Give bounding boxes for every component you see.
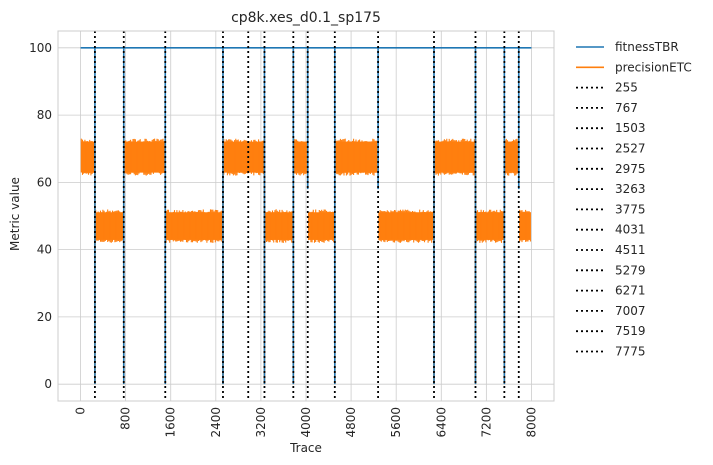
plot-frame xyxy=(57,30,555,402)
y-tick-label: 0 xyxy=(44,377,52,391)
legend-label: 2527 xyxy=(615,142,646,156)
x-tick-label: 8000 xyxy=(524,407,538,438)
precision-noise xyxy=(264,209,293,243)
plot-area xyxy=(80,47,532,385)
precision-noise xyxy=(165,209,222,243)
legend-label: fitnessTBR xyxy=(615,40,679,54)
legend-label: 5279 xyxy=(615,263,646,277)
x-tick-label: 6400 xyxy=(434,407,448,438)
y-tick-label: 60 xyxy=(37,175,52,189)
legend-label: 6271 xyxy=(615,284,646,298)
legend-label: 255 xyxy=(615,81,638,95)
y-axis-label: Metric value xyxy=(8,177,22,251)
legend: fitnessTBR precisionETC 255 767 1503 2527 2975… xyxy=(576,40,692,359)
x-tick-label: 2400 xyxy=(209,407,223,438)
legend-label: 4031 xyxy=(615,223,646,237)
x-tick-label: 5600 xyxy=(389,407,403,438)
x-tick-label: 4000 xyxy=(299,407,313,438)
legend-label: 3263 xyxy=(615,182,646,196)
precision-noise xyxy=(475,209,504,243)
legend-label: 3775 xyxy=(615,202,646,216)
y-tick-label: 100 xyxy=(29,41,52,55)
legend-label: 7519 xyxy=(615,324,646,338)
x-tick-label: 3200 xyxy=(254,407,268,438)
x-tick-label: 7200 xyxy=(479,407,493,438)
legend-label: 2975 xyxy=(615,162,646,176)
precision-noise xyxy=(519,209,531,243)
legend-label: 767 xyxy=(615,101,638,115)
precision-noise xyxy=(335,138,377,176)
legend-label: 7007 xyxy=(615,304,646,318)
x-tick-label: 0 xyxy=(74,407,88,415)
axes: 0 20 40 60 80 100 0 800 1600 2400 3200 4000 4800 5600… xyxy=(29,30,555,438)
legend-label: precisionETC xyxy=(615,60,692,74)
y-tick-label: 40 xyxy=(37,243,52,257)
x-tick-label: 800 xyxy=(119,407,133,430)
y-tick-label: 80 xyxy=(37,108,52,122)
precision-noise xyxy=(95,209,123,243)
x-axis-label: Trace xyxy=(289,441,322,455)
precision-noise xyxy=(80,138,94,176)
x-tick-label: 1600 xyxy=(164,407,178,438)
x-tick-label: 4800 xyxy=(344,407,358,438)
legend-label: 4511 xyxy=(615,243,646,257)
y-tick-label: 20 xyxy=(37,310,52,324)
legend-label: 7775 xyxy=(615,345,646,359)
drift-lines xyxy=(94,31,520,401)
legend-label: 1503 xyxy=(615,121,646,135)
chart-title: cp8k.xes_d0.1_sp175 xyxy=(231,10,381,26)
